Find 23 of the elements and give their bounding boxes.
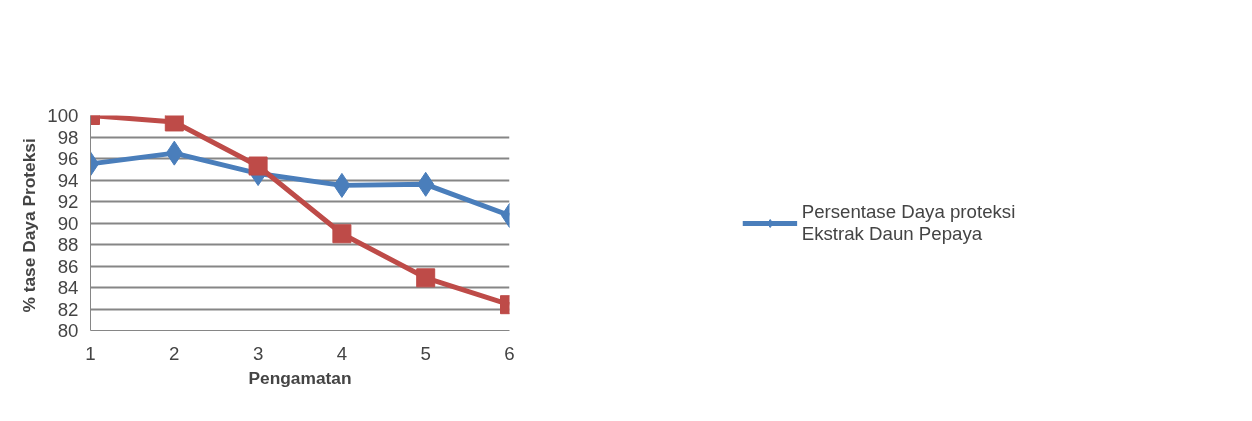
y-tick-label: 88 xyxy=(57,234,79,255)
point xyxy=(248,156,268,176)
x-tick-label: 2 xyxy=(169,342,180,364)
y-tick-label: 86 xyxy=(57,255,79,277)
x-tick-label: 4 xyxy=(336,342,348,364)
y-tick-label: 80 xyxy=(57,320,79,341)
y-axis-title: % tase Daya Proteksi xyxy=(19,138,40,313)
point xyxy=(332,224,352,244)
x-tick-label: 3 xyxy=(252,342,264,364)
x-axis-title: Pengamatan xyxy=(248,367,352,388)
y-tick-label: 94 xyxy=(57,169,79,191)
x-tick-label: 6 xyxy=(504,342,515,364)
y-tick-label: 96 xyxy=(57,148,79,169)
point xyxy=(164,115,184,132)
y-tick-label: 82 xyxy=(57,298,79,320)
y-tick-label: 92 xyxy=(57,191,79,212)
legend-label: Persentase Daya proteksi Ekstrak Daun Pepaya xyxy=(801,200,1016,245)
y-tick-label: 90 xyxy=(57,212,79,234)
y-tick-label: 98 xyxy=(57,126,79,148)
x-tick-label: 1 xyxy=(85,342,96,364)
y-tick-label: 84 xyxy=(57,277,79,298)
y-tick-label: 100 xyxy=(47,105,79,126)
x-tick-label: 5 xyxy=(420,342,431,364)
